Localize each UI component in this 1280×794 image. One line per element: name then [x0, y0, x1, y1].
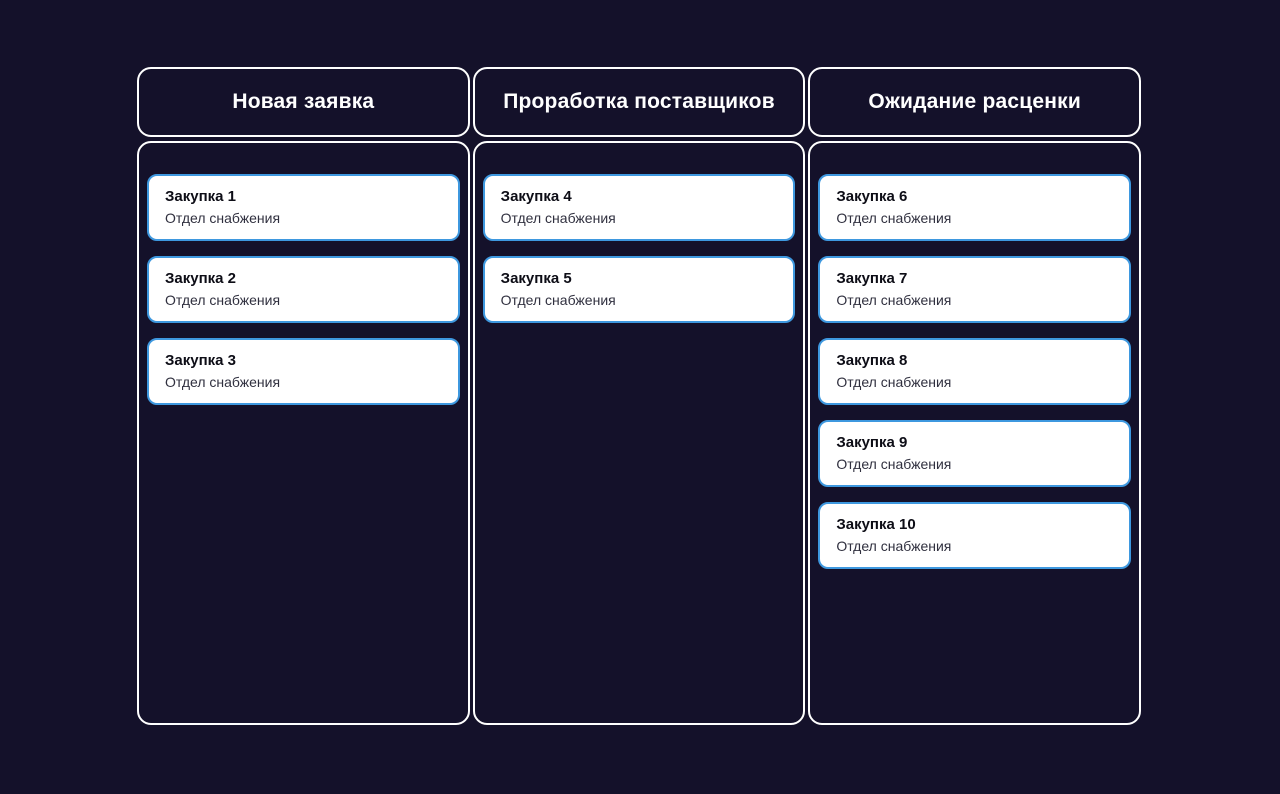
kanban-board: Новая заявка Закупка 1 Отдел снабжения З…: [137, 67, 1142, 725]
card-title: Закупка 4: [500, 188, 572, 206]
kanban-card[interactable]: Закупка 3 Отдел снабжения: [147, 338, 460, 405]
card-subtitle: Отдел снабжения: [500, 209, 616, 226]
column-body: Закупка 4 Отдел снабжения Закупка 5 Отде…: [472, 141, 806, 725]
column-body: Закупка 1 Отдел снабжения Закупка 2 Отде…: [137, 141, 470, 725]
card-title: Закупка 9: [836, 434, 908, 452]
card-title: Закупка 3: [165, 352, 237, 370]
card-title: Закупка 2: [165, 270, 237, 288]
kanban-card[interactable]: Закупка 9 Отдел снабжения: [818, 420, 1132, 487]
card-title: Закупка 1: [165, 188, 237, 206]
kanban-card[interactable]: Закупка 2 Отдел снабжения: [147, 256, 460, 323]
card-subtitle: Отдел снабжения: [165, 209, 281, 226]
kanban-card[interactable]: Закупка 1 Отдел снабжения: [147, 174, 460, 241]
card-subtitle: Отдел снабжения: [836, 455, 952, 472]
card-subtitle: Отдел снабжения: [836, 373, 952, 390]
column-title: Новая заявка: [232, 90, 375, 113]
card-title: Закупка 5: [500, 270, 572, 288]
card-subtitle: Отдел снабжения: [165, 373, 281, 390]
card-title: Закупка 7: [836, 270, 908, 288]
kanban-column-new-request: Новая заявка Закупка 1 Отдел снабжения З…: [137, 67, 470, 725]
kanban-card[interactable]: Закупка 6 Отдел снабжения: [818, 174, 1132, 241]
card-title: Закупка 8: [836, 352, 908, 370]
kanban-card[interactable]: Закупка 7 Отдел снабжения: [818, 256, 1132, 323]
kanban-column-awaiting-quote: Ожидание расценки Закупка 6 Отдел снабже…: [808, 67, 1142, 725]
kanban-card[interactable]: Закупка 5 Отдел снабжения: [482, 256, 796, 323]
card-subtitle: Отдел снабжения: [500, 291, 616, 308]
card-title: Закупка 10: [836, 516, 916, 534]
card-title: Закупка 6: [836, 188, 908, 206]
card-subtitle: Отдел снабжения: [836, 291, 952, 308]
kanban-card[interactable]: Закупка 10 Отдел снабжения: [818, 502, 1132, 569]
column-header: Проработка поставщиков: [472, 67, 806, 137]
column-title: Ожидание расценки: [868, 90, 1081, 113]
kanban-card[interactable]: Закупка 4 Отдел снабжения: [482, 174, 796, 241]
kanban-column-supplier-workup: Проработка поставщиков Закупка 4 Отдел с…: [472, 67, 806, 725]
card-subtitle: Отдел снабжения: [165, 291, 281, 308]
kanban-card[interactable]: Закупка 8 Отдел снабжения: [818, 338, 1132, 405]
column-title: Проработка поставщиков: [503, 90, 775, 113]
column-body: Закупка 6 Отдел снабжения Закупка 7 Отде…: [808, 141, 1142, 725]
card-subtitle: Отдел снабжения: [836, 537, 952, 554]
card-subtitle: Отдел снабжения: [836, 209, 952, 226]
column-header: Новая заявка: [137, 67, 470, 137]
column-header: Ожидание расценки: [808, 67, 1142, 137]
